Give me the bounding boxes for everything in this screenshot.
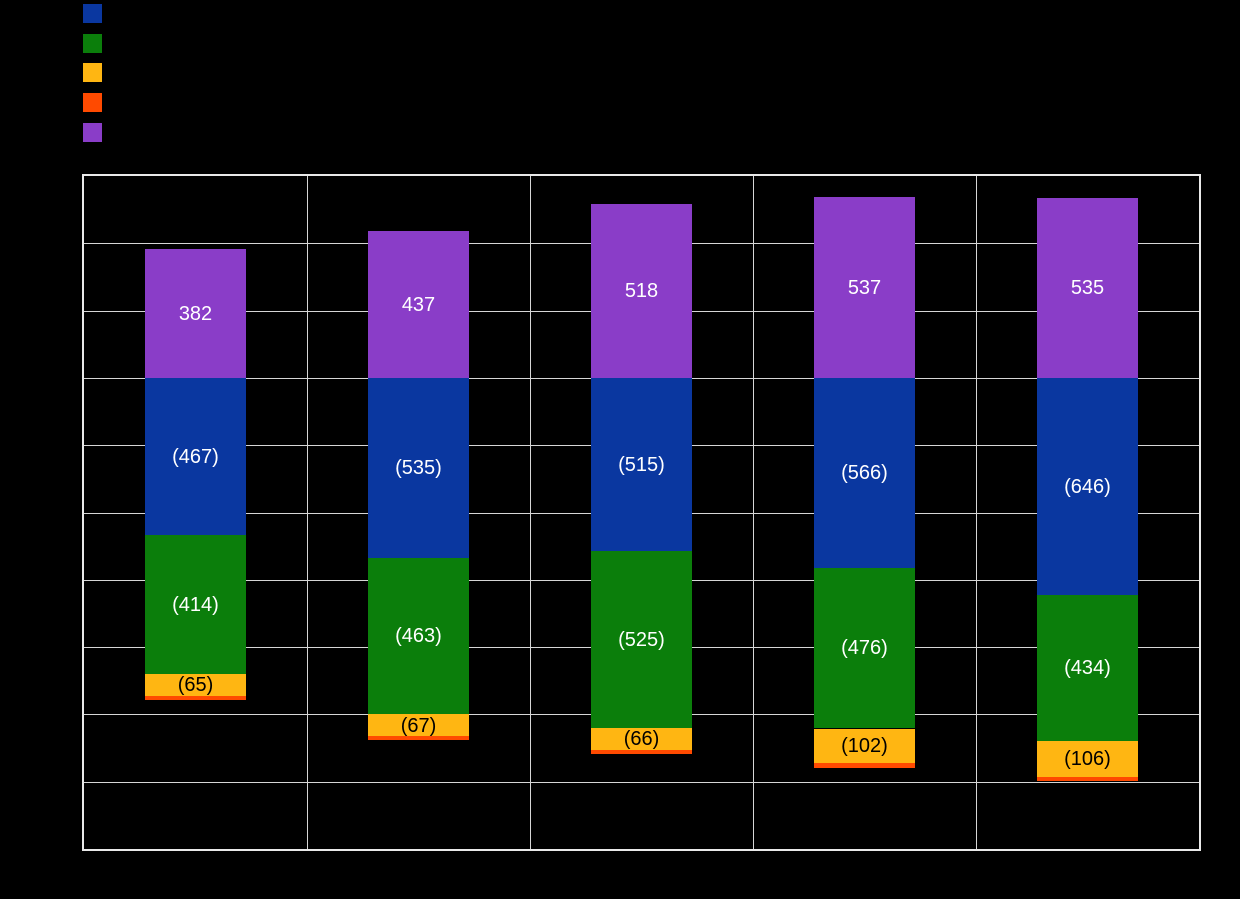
legend-swatch-series-orange [83,93,102,112]
bar-segment-series-green-cat0 [145,535,246,674]
bar-segment-series-amber-cat0 [145,674,246,696]
bar-segment-series-blue-cat1 [368,378,469,558]
legend-swatch-series-amber [83,63,102,82]
bar-segment-series-green-cat2 [591,551,692,728]
bar-segment-series-purple-cat1 [368,231,469,378]
gridline-horizontal [84,781,1199,783]
bar-segment-series-amber-cat1 [368,714,469,737]
legend-swatch-series-blue [83,4,102,23]
gridline-vertical [752,176,754,849]
legend-swatch-series-purple [83,123,102,142]
legend-swatch-series-green [83,34,102,53]
bar-segment-series-purple-cat2 [591,204,692,378]
bar-segment-series-purple-cat4 [1037,198,1138,378]
bar-segment-series-amber-cat4 [1037,741,1138,777]
bar-segment-series-amber-cat3 [814,729,915,763]
bar-segment-series-amber-cat2 [591,728,692,750]
bar-segment-series-blue-cat2 [591,378,692,551]
bar-segment-series-blue-cat3 [814,378,915,568]
bar-segment-series-green-cat4 [1037,595,1138,741]
bar-segment-series-orange-cat3 [814,763,915,768]
bar-segment-series-orange-cat1 [368,736,469,740]
bar-segment-series-orange-cat0 [145,696,246,700]
bar-segment-series-blue-cat0 [145,378,246,535]
bar-segment-series-orange-cat2 [591,750,692,754]
plot-area: (467) (414) (65) 382 (535) (463) (67) 437 (515)(… [82,174,1201,851]
gridline-vertical [975,176,977,849]
gridline-vertical [529,176,531,849]
bar-segment-series-orange-cat4 [1037,777,1138,781]
gridline-vertical [306,176,308,849]
bar-segment-series-blue-cat4 [1037,378,1138,595]
bar-segment-series-purple-cat0 [145,249,246,378]
bar-segment-series-purple-cat3 [814,197,915,378]
bar-segment-series-green-cat1 [368,558,469,714]
bar-segment-series-green-cat3 [814,568,915,728]
